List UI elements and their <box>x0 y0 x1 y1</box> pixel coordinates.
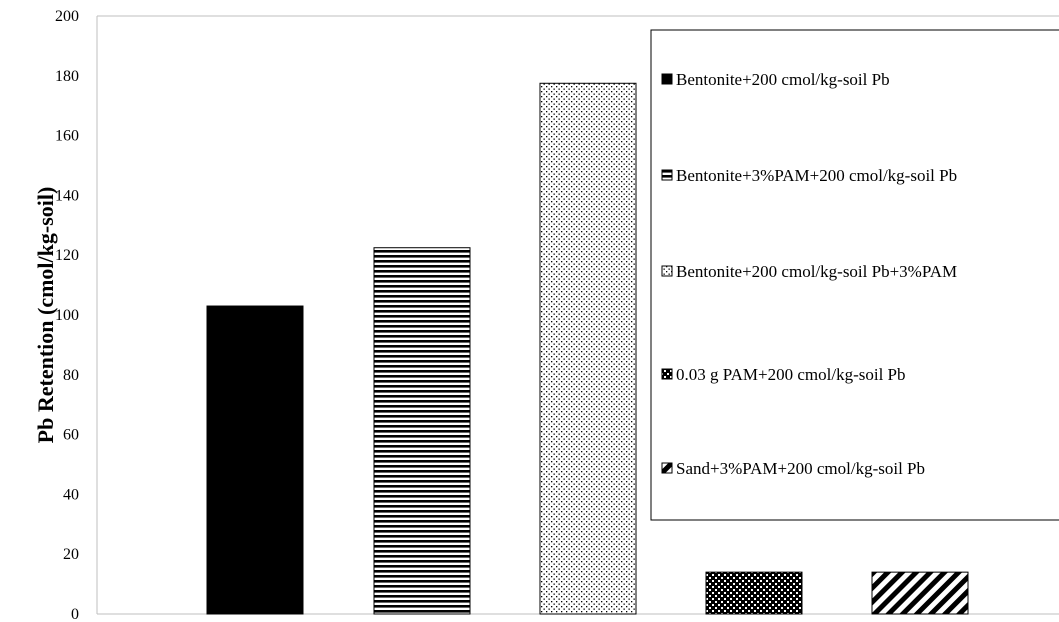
bars <box>206 82 969 615</box>
bar-3 <box>539 82 637 615</box>
y-tick-label: 200 <box>55 8 79 25</box>
y-axis-label: Pb Retention (cmol/kg-soil) <box>33 187 58 444</box>
y-tick-label: 20 <box>63 546 79 563</box>
legend-label-5: Sand+3%PAM+200 cmol/kg-soil Pb <box>676 459 925 478</box>
y-tick-label: 180 <box>55 68 79 85</box>
y-tick-label: 160 <box>55 128 79 145</box>
y-tick-label: 0 <box>71 606 79 622</box>
bar-4 <box>705 571 803 615</box>
y-tick-label: 80 <box>63 367 79 384</box>
legend-label-1: Bentonite+200 cmol/kg-soil Pb <box>676 70 890 89</box>
y-tick-label: 40 <box>63 486 79 503</box>
legend-label-4: 0.03 g PAM+200 cmol/kg-soil Pb <box>676 365 906 384</box>
legend-box <box>650 29 1059 521</box>
legend-label-2: Bentonite+3%PAM+200 cmol/kg-soil Pb <box>676 166 957 185</box>
y-tick-label: 120 <box>55 247 79 264</box>
y-tick-labels: 0 20 40 60 80 100 120 140 160 180 200 <box>55 8 79 622</box>
legend-swatch-4 <box>661 368 673 380</box>
y-tick-label: 140 <box>55 187 79 204</box>
y-tick-label: 60 <box>63 427 79 444</box>
bar-1 <box>206 305 304 615</box>
legend-items: Bentonite+200 cmol/kg-soil Pb Bentonite+3… <box>661 70 957 478</box>
legend-swatch-5 <box>661 462 673 474</box>
bar-5 <box>871 571 969 615</box>
y-tick-label: 100 <box>55 307 79 324</box>
legend: Bentonite+200 cmol/kg-soil Pb Bentonite+3… <box>650 29 1059 521</box>
legend-swatch-2 <box>661 169 673 181</box>
legend-label-3: Bentonite+200 cmol/kg-soil Pb+3%PAM <box>676 262 957 281</box>
bar-2 <box>373 247 471 615</box>
legend-swatch-1 <box>661 73 673 85</box>
legend-swatch-3 <box>661 265 673 277</box>
